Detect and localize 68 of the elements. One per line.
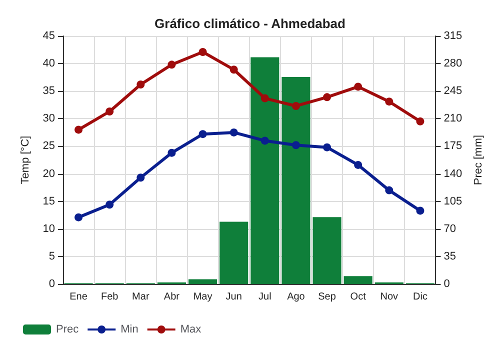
y-tick-label: 40 [42, 58, 55, 70]
x-tick-label: Abr [164, 292, 180, 302]
y2-tick-label: 210 [444, 112, 462, 125]
point [136, 80, 145, 88]
bar [250, 57, 280, 284]
bar [312, 217, 342, 284]
point [416, 206, 424, 215]
bar [344, 276, 372, 284]
point [168, 60, 176, 69]
point [354, 160, 362, 169]
y-tick-label: 25 [42, 140, 55, 152]
y-tick-label: 30 [42, 112, 55, 125]
x-tick-label: Mar [132, 292, 150, 302]
point [385, 98, 394, 106]
point [260, 94, 269, 102]
y-tick-label: 45 [42, 30, 55, 42]
point [230, 66, 238, 74]
x-tick-label: Feb [100, 292, 119, 302]
y2-tick-label: 35 [444, 250, 456, 262]
x-tick-label: Oct [350, 292, 366, 302]
y-tick-label: 20 [42, 168, 55, 180]
legend-label: Max [180, 324, 202, 336]
x-tick-label: Sep [318, 292, 336, 302]
point [136, 174, 145, 182]
legend-label: Prec [56, 324, 80, 336]
point [416, 117, 424, 126]
legend-label: Min [120, 324, 138, 336]
y2-tick-label: 105 [444, 195, 462, 208]
point [292, 141, 300, 150]
x-tick-label: May [193, 292, 212, 302]
y-tick-label: 35 [42, 85, 55, 98]
bar [220, 222, 248, 284]
x-tick-label: Jun [226, 292, 242, 302]
point [260, 136, 269, 145]
point [323, 93, 332, 102]
point [106, 200, 114, 209]
point [198, 130, 207, 138]
y2-tick-label: 245 [444, 85, 462, 98]
y2-tick-label: 315 [444, 30, 462, 42]
y-tick-label: 15 [42, 195, 55, 208]
y-tick-label: 5 [48, 250, 55, 262]
point [198, 48, 207, 56]
point [74, 213, 83, 222]
y2-tick-label: 140 [444, 168, 462, 180]
point [230, 128, 238, 136]
chart-title: Gráfico climático - Ahmedabad [154, 16, 346, 31]
x-tick-label: Ago [287, 292, 306, 302]
y2-tick-label: 0 [444, 278, 450, 290]
x-tick-label: Dic [412, 292, 428, 302]
y-axis-title: Temp [°C] [20, 136, 32, 184]
x-tick-label: Nov [380, 292, 398, 302]
bar [282, 76, 310, 284]
point [74, 126, 83, 134]
point [323, 143, 332, 152]
bar [188, 279, 218, 284]
y2-tick-label: 70 [444, 222, 456, 235]
y2-tick-label: 175 [444, 140, 462, 152]
y-tick-label: 10 [42, 222, 55, 235]
point [292, 102, 300, 110]
point [168, 148, 176, 157]
point [385, 186, 394, 194]
x-tick-label: Ene [70, 292, 88, 302]
y2-axis-title: Prec [mm] [472, 134, 484, 186]
x-tick-label: Jul [258, 292, 272, 302]
y2-tick-label: 280 [444, 58, 462, 70]
y-tick-label: 0 [48, 278, 55, 290]
point [354, 82, 362, 91]
point [106, 108, 114, 116]
